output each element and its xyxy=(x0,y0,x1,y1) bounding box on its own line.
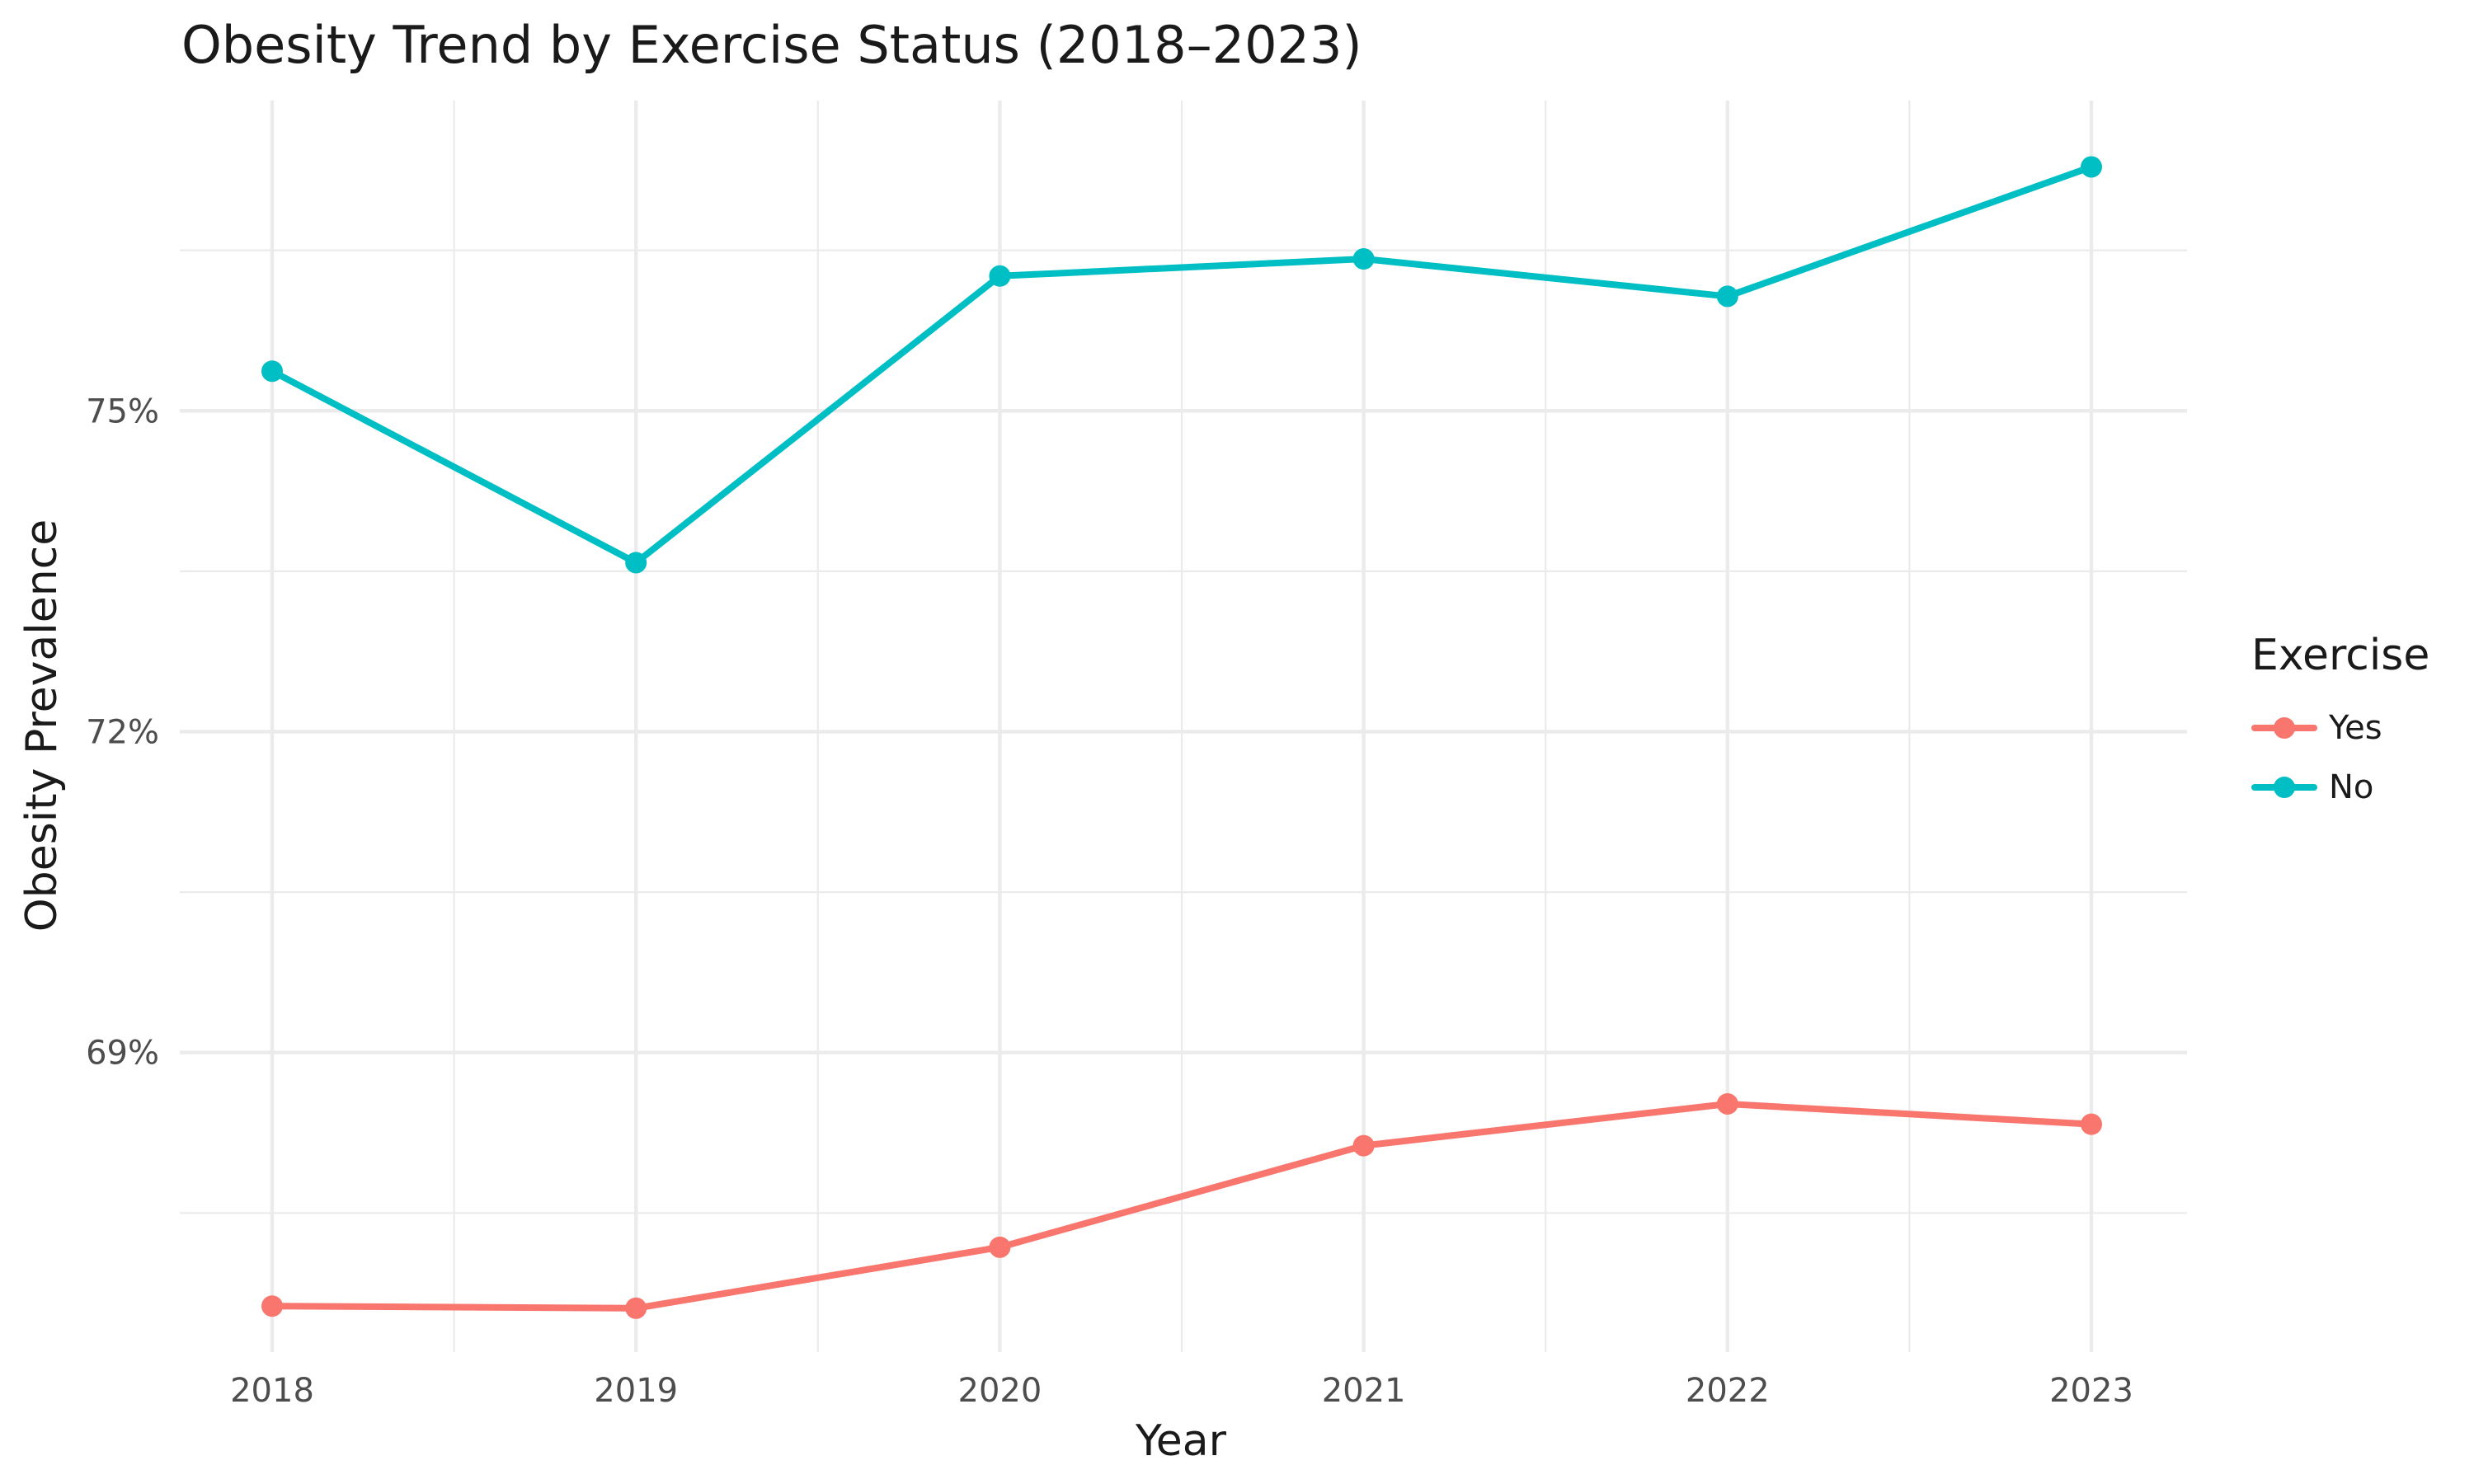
x-tick-label: 2022 xyxy=(1686,1372,1770,1410)
legend-label: Yes xyxy=(2329,709,2382,747)
x-axis-title: Year xyxy=(1135,1416,1227,1466)
legend-key xyxy=(2251,717,2317,739)
series-lines xyxy=(261,156,2102,1319)
data-point xyxy=(2081,1113,2102,1135)
data-point xyxy=(1352,248,1375,270)
data-point xyxy=(625,1297,647,1319)
data-point xyxy=(625,552,647,574)
x-tick-label: 2019 xyxy=(594,1372,678,1410)
gridlines xyxy=(180,101,2187,1352)
data-point xyxy=(989,1236,1011,1258)
data-point xyxy=(2081,156,2102,178)
legend-items: Yes No xyxy=(2251,698,2429,817)
series-line xyxy=(269,1100,2095,1312)
data-point xyxy=(1352,1134,1375,1157)
data-point xyxy=(261,360,283,383)
data-point xyxy=(989,265,1011,287)
y-tick-label: 69% xyxy=(86,1035,159,1073)
series-no xyxy=(261,156,2102,574)
series-line xyxy=(269,163,2095,566)
data-point xyxy=(1716,1092,1738,1115)
x-tick-label: 2020 xyxy=(958,1372,1042,1410)
x-tick-label: 2018 xyxy=(230,1372,314,1410)
legend-title: Exercise xyxy=(2251,631,2430,680)
legend-item-no: No xyxy=(2251,758,2429,817)
legend: Exercise Yes No xyxy=(2251,631,2429,817)
x-axis-ticks: 2018 2019 2020 2021 2022 2023 xyxy=(230,1372,2133,1410)
x-tick-label: 2023 xyxy=(2049,1372,2133,1410)
legend-item-yes: Yes xyxy=(2251,698,2429,758)
chart-title: Obesity Trend by Exercise Status (2018–2… xyxy=(181,15,1362,75)
y-axis-ticks: 69% 72% 75% xyxy=(86,392,159,1072)
x-tick-label: 2021 xyxy=(1322,1372,1406,1410)
legend-label: No xyxy=(2329,768,2374,806)
y-axis-title: Obesity Prevalence xyxy=(17,519,67,932)
data-point xyxy=(1716,285,1738,308)
series-yes xyxy=(261,1092,2102,1319)
legend-key xyxy=(2251,777,2317,798)
data-point xyxy=(261,1295,283,1317)
y-tick-label: 75% xyxy=(86,392,159,430)
y-tick-label: 72% xyxy=(86,713,159,751)
